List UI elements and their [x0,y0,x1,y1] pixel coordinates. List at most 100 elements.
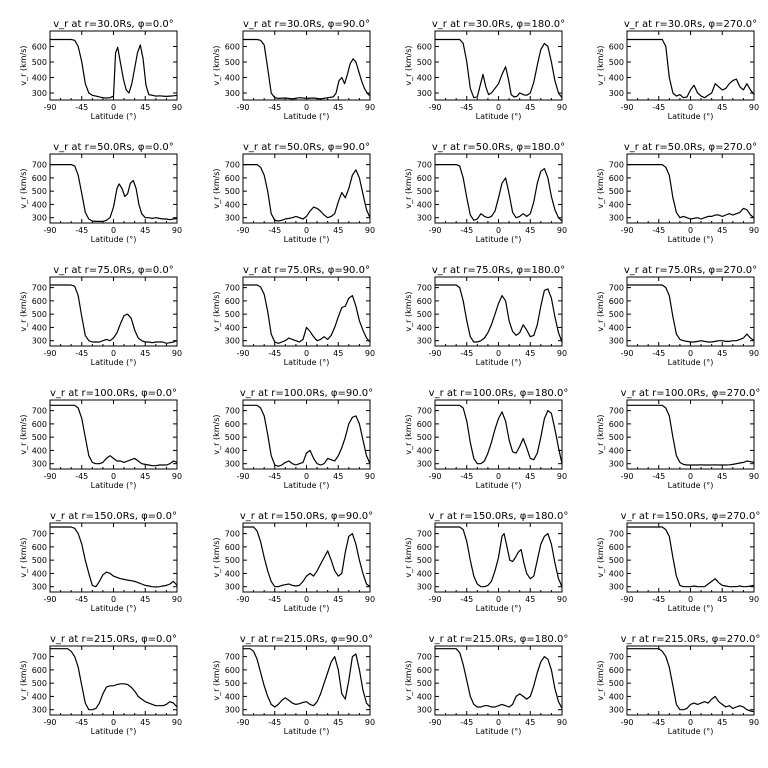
subplot-title: v_r at r=75.0Rs, φ=180.0° [432,265,565,276]
y-tick-label: 500 [417,679,432,688]
subplot-title: v_r at r=30.0Rs, φ=270.0° [624,19,757,30]
y-axis-label: v_r (km/s) [19,537,28,577]
subplot-title: v_r at r=30.0Rs, φ=180.0° [432,19,565,30]
y-tick-label: 400 [225,692,240,701]
y-tick-label: 700 [609,653,624,662]
subplot-title: v_r at r=50.0Rs, φ=90.0° [243,142,370,153]
x-tick-label: -90 [236,226,249,235]
x-tick-label: -90 [428,595,441,604]
x-tick-label: -90 [428,103,441,112]
velocity-series-line [50,648,178,711]
subplot-title: v_r at r=150.0Rs, φ=180.0° [429,511,569,522]
y-tick-label: 300 [417,89,432,98]
subplot-20: v_r at r=215.0Rs, φ=0.0° -90 -45 0 45 90 300 40… [19,634,182,736]
y-tick-label: 600 [32,174,47,183]
x-tick-label: -90 [428,472,441,481]
y-tick-label: 300 [225,460,240,469]
plot-frame [242,522,371,593]
y-tick-label: 400 [417,74,432,83]
subplot-0: v_r at r=30.0Rs, φ=0.0° -90 -45 0 45 90 300 400… [19,19,182,121]
y-tick-label: 500 [225,556,240,565]
plot-frame [242,276,371,347]
y-axis-label: v_r (km/s) [596,660,605,700]
y-tick-label: 300 [417,214,432,223]
y-tick-label: 300 [225,706,240,715]
x-tick-label: -90 [43,349,56,358]
y-tick-label: 300 [609,337,624,346]
y-tick-label: 400 [417,323,432,332]
y-tick-label: 700 [609,161,624,170]
x-tick-label: 90 [365,595,375,604]
y-tick-label: 300 [417,583,432,592]
y-tick-label: 600 [32,297,47,306]
x-tick-label: 90 [557,718,567,727]
y-tick-label: 500 [417,58,432,67]
subplot-9: v_r at r=75.0Rs, φ=90.0° -90 -45 0 45 90 300 40… [212,265,375,367]
plot-frame [49,522,178,593]
x-tick-label: 90 [749,349,759,358]
y-tick-label: 700 [417,530,432,539]
x-tick-label: 45 [333,103,343,112]
x-tick-label: -90 [43,718,56,727]
y-tick-label: 400 [32,200,47,209]
y-tick-label: 600 [609,666,624,675]
y-tick-label: 400 [225,323,240,332]
y-tick-label: 400 [609,200,624,209]
x-tick-label: 0 [111,349,116,358]
x-tick-label: 45 [717,472,727,481]
plot-frame [434,276,563,347]
subplot-11: v_r at r=75.0Rs, φ=270.0° -90 -45 0 45 90 300 4… [596,265,759,367]
x-axis-label: Latitude (°) [91,358,137,367]
x-tick-label: 90 [557,226,567,235]
x-tick-label: 90 [557,595,567,604]
y-tick-label: 700 [417,407,432,416]
y-tick-label: 500 [32,310,47,319]
y-tick-label: 300 [32,214,47,223]
subplot-title: v_r at r=215.0Rs, φ=0.0° [50,634,177,645]
velocity-series-line [50,284,178,344]
y-tick-label: 400 [32,692,47,701]
y-tick-label: 400 [225,446,240,455]
plot-frame [434,399,563,470]
y-tick-label: 600 [417,174,432,183]
y-tick-label: 500 [225,187,240,196]
y-tick-label: 600 [417,297,432,306]
x-tick-label: 0 [304,718,309,727]
x-tick-label: 45 [140,349,150,358]
x-tick-label: -90 [620,103,633,112]
x-tick-label: 0 [304,226,309,235]
x-axis-label: Latitude (°) [284,235,330,244]
x-tick-label: 90 [749,718,759,727]
plot-frame [49,276,178,347]
y-tick-label: 400 [32,569,47,578]
subplot-title: v_r at r=215.0Rs, φ=180.0° [429,634,569,645]
y-tick-label: 500 [609,556,624,565]
x-tick-label: -45 [460,472,473,481]
y-tick-label: 600 [417,543,432,552]
x-tick-label: 0 [304,103,309,112]
x-axis-label: Latitude (°) [668,235,714,244]
y-tick-label: 500 [225,310,240,319]
x-tick-label: -90 [620,595,633,604]
subplot-title: v_r at r=75.0Rs, φ=0.0° [53,265,174,276]
y-tick-label: 300 [609,583,624,592]
x-tick-label: 0 [496,472,501,481]
x-tick-label: 0 [688,595,693,604]
y-tick-label: 600 [225,543,240,552]
x-tick-label: -90 [236,349,249,358]
x-tick-label: 45 [333,226,343,235]
y-tick-label: 300 [609,706,624,715]
x-tick-label: -90 [236,472,249,481]
x-tick-label: 0 [111,226,116,235]
y-tick-label: 600 [417,666,432,675]
y-tick-label: 500 [609,679,624,688]
y-tick-label: 400 [32,446,47,455]
subplot-22: v_r at r=215.0Rs, φ=180.0° -90 -45 0 45 90 300… [404,634,568,736]
y-tick-label: 500 [32,679,47,688]
subplot-12: v_r at r=100.0Rs, φ=0.0° -90 -45 0 45 90 300 40… [19,388,182,490]
x-tick-label: 45 [140,472,150,481]
velocity-series-line [243,404,371,467]
x-tick-label: -90 [620,349,633,358]
y-tick-label: 300 [225,89,240,98]
x-tick-label: -45 [75,226,88,235]
